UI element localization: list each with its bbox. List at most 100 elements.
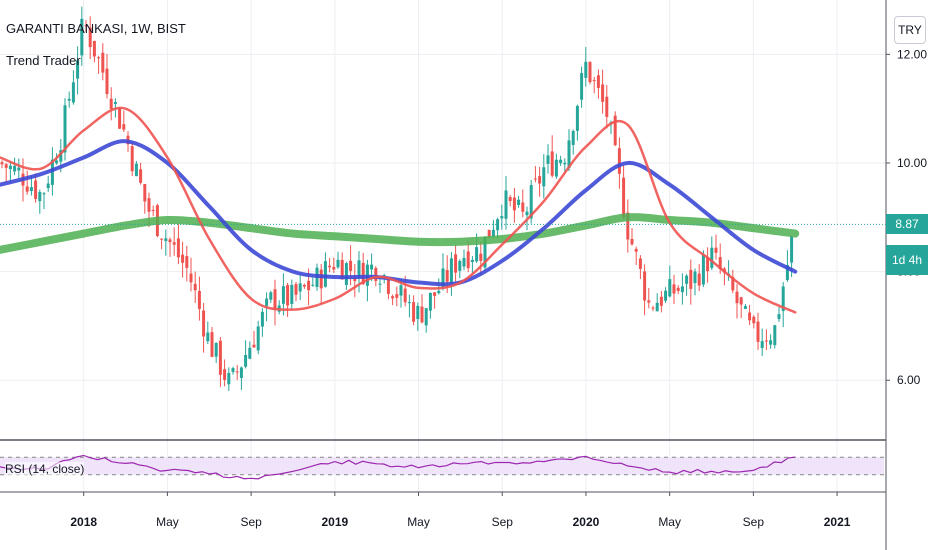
candle-body: [340, 259, 344, 280]
x-tick-label: 2021: [824, 515, 851, 529]
candle-body: [693, 271, 697, 284]
candle-body: [424, 308, 428, 326]
candle-body: [105, 68, 109, 95]
candle-body: [374, 268, 378, 281]
candle-body: [223, 369, 227, 380]
candle-body: [437, 290, 441, 294]
candle-body: [790, 236, 794, 263]
candle-body: [403, 288, 407, 303]
candle-body: [395, 294, 399, 298]
candle-body: [122, 124, 126, 130]
candle-body: [441, 268, 445, 287]
candle-body: [59, 150, 63, 162]
chart-title: GARANTI BANKASI, 1W, BIST: [6, 21, 186, 36]
candle-body: [231, 368, 235, 372]
countdown-tag: 1d 4h: [886, 245, 928, 276]
x-tick-label: Sep: [240, 515, 262, 529]
candle-body: [164, 238, 168, 241]
candle-body: [328, 265, 332, 268]
candle-body: [529, 185, 533, 219]
candle-body: [781, 286, 785, 312]
candle-body: [777, 314, 781, 319]
candle-body: [357, 260, 361, 278]
candle-body: [113, 101, 117, 104]
candle-body: [80, 18, 84, 56]
candle-body: [298, 283, 302, 292]
candle-body: [626, 212, 630, 240]
candle-body: [651, 307, 655, 309]
indicator-label[interactable]: Trend Trader: [6, 53, 81, 68]
candle-body: [189, 273, 193, 283]
candle-body: [512, 197, 516, 211]
candle-body: [479, 253, 483, 261]
candle-body: [214, 342, 218, 357]
candle-body: [554, 159, 558, 177]
candle-body: [0, 162, 4, 165]
candle-body: [181, 254, 185, 263]
x-tick-label: Sep: [743, 515, 765, 529]
candle-body: [622, 177, 626, 218]
candle-body: [399, 285, 403, 296]
candle-body: [193, 283, 197, 291]
candle-body: [55, 160, 59, 164]
rsi-label[interactable]: RSI (14, close): [5, 462, 85, 476]
candle-body: [416, 305, 420, 320]
candle-body: [8, 165, 12, 170]
candle-body: [647, 300, 651, 303]
candle-body: [491, 229, 495, 237]
candle-body: [88, 27, 92, 48]
candle-body: [685, 275, 689, 284]
candle-body: [63, 105, 67, 153]
candle-body: [349, 260, 353, 271]
candle-body: [391, 296, 395, 299]
candle-body: [4, 164, 8, 168]
candle-body: [252, 344, 256, 348]
candle-body: [13, 165, 17, 172]
candle-body: [588, 62, 592, 83]
candle-body: [269, 292, 273, 300]
candle-body: [17, 167, 21, 171]
candle-body: [239, 367, 243, 379]
ema-slow-line: [0, 213, 800, 254]
candle-body: [353, 277, 357, 282]
candle-body: [428, 292, 432, 311]
candle-body: [630, 239, 634, 245]
candle-body: [92, 40, 96, 57]
candle-body: [445, 270, 449, 282]
candle-body: [344, 263, 348, 285]
candle-body: [118, 108, 122, 129]
candle-body: [668, 279, 672, 297]
candle-body: [567, 140, 571, 169]
candle-body: [34, 180, 38, 199]
candle-body: [580, 73, 584, 100]
candle-body: [168, 239, 172, 243]
candle-body: [273, 289, 277, 310]
candle-body: [407, 302, 411, 304]
x-tick-label: 2020: [573, 515, 600, 529]
candle-body: [25, 186, 29, 192]
candle-body: [760, 341, 764, 349]
candle-body: [676, 287, 680, 292]
candle-body: [680, 286, 684, 293]
candle-body: [743, 306, 747, 309]
candle-body: [281, 286, 285, 304]
candle-body: [286, 285, 290, 306]
candle-body: [735, 291, 739, 304]
y-tick-label: 6.00: [897, 373, 921, 387]
candle-body: [634, 248, 638, 252]
candle-body: [571, 130, 575, 145]
candle-body: [248, 347, 252, 359]
candle-body: [433, 292, 437, 296]
currency-button[interactable]: TRY: [894, 16, 926, 44]
candle-body: [533, 178, 537, 180]
last-price-tag: 8.87: [886, 214, 928, 235]
candle-body: [592, 80, 596, 82]
candle-body: [701, 255, 705, 285]
candle-body: [256, 326, 260, 351]
candle-body: [143, 184, 147, 202]
candle-body: [689, 269, 693, 289]
candle-body: [260, 311, 264, 327]
candle-body: [601, 84, 605, 102]
candles: [0, 6, 794, 392]
